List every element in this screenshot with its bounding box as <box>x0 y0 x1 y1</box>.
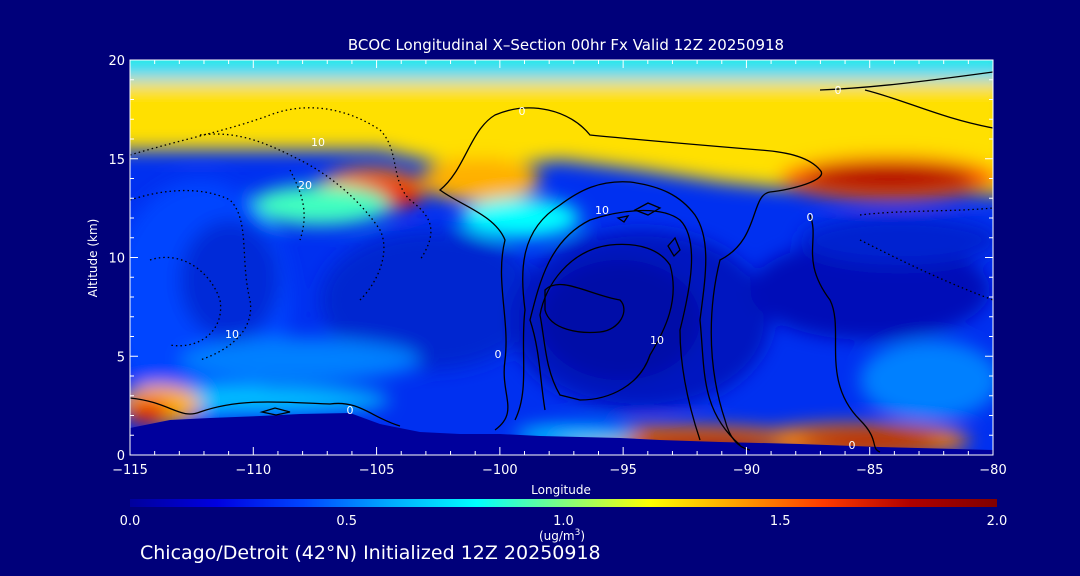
positive-contour <box>514 181 741 446</box>
colorbar: 0.0 0.5 1.0 1.5 2.0 (ug/m3) <box>120 499 1008 543</box>
colorbar-units-text: (ug/m <box>539 529 575 543</box>
colorbar-tick-label: 0.5 <box>336 514 357 529</box>
x-axis-ticks: −115 −110 −105 −100 −95 −90 −85 −80 <box>112 60 1007 478</box>
contour-label: 0 <box>849 439 856 452</box>
y-axis-ticks: 0 5 10 15 20 <box>108 54 993 464</box>
x-tick-label: −95 <box>609 463 636 478</box>
zero-contour <box>819 71 993 91</box>
concentration-blobs <box>130 60 993 455</box>
y-axis-label: Altitude (km) <box>86 219 100 298</box>
y-tick-label: 10 <box>108 252 125 267</box>
terrain-mask <box>130 413 993 455</box>
chart-title: BCOC Longitudinal X–Section 00hr Fx Vali… <box>348 36 784 54</box>
x-tick-label: −100 <box>482 463 518 478</box>
contour-label: 0 <box>807 211 814 224</box>
contour-label: 0 <box>519 105 526 118</box>
zero-contour <box>130 397 401 427</box>
colorbar-tick-label: 1.5 <box>770 514 791 529</box>
contour-label: 10 <box>595 204 609 217</box>
colorbar-tick-label: 2.0 <box>987 514 1008 529</box>
heatmap-field <box>130 60 993 455</box>
x-tick-label: −90 <box>733 463 760 478</box>
colorbar-units: (ug/m3) <box>539 528 585 543</box>
contour-label: 0 <box>495 348 502 361</box>
colorbar-tick-label: 1.0 <box>553 514 574 529</box>
zero-contour <box>438 107 823 451</box>
y-tick-label: 5 <box>117 350 125 365</box>
colorbar-units-close: ) <box>580 529 585 543</box>
contour-label: 0 <box>347 404 354 417</box>
x-tick-label: −115 <box>112 463 148 478</box>
positive-contour <box>529 209 701 441</box>
footer-caption: Chicago/Detroit (42°N) Initialized 12Z 2… <box>140 542 601 564</box>
positive-contour <box>667 236 681 258</box>
contour-lines <box>130 71 993 453</box>
colorbar-units-superscript: 3 <box>575 528 581 538</box>
zero-contour <box>864 89 993 129</box>
axes: −115 −110 −105 −100 −95 −90 −85 −80 0 5 10 15 20 Lo… <box>86 54 1007 497</box>
colorbar-bar <box>130 499 997 507</box>
contour-label: 0 <box>835 84 842 97</box>
colorbar-tick-label: 0.0 <box>120 514 141 529</box>
y-tick-label: 20 <box>108 54 125 69</box>
x-tick-label: −110 <box>235 463 271 478</box>
contour-label: 10 <box>650 334 664 347</box>
y-tick-label: 15 <box>108 153 125 168</box>
x-tick-label: −105 <box>359 463 395 478</box>
contour-labels: 0 10 20 0 10 0 0 10 0 10 0 <box>225 84 856 452</box>
positive-contour <box>539 243 674 401</box>
x-tick-label: −85 <box>856 463 883 478</box>
colorbar-ticks: 0.0 0.5 1.0 1.5 2.0 <box>120 514 1008 529</box>
y-tick-label: 0 <box>117 449 125 464</box>
positive-contour <box>259 407 291 416</box>
negative-contours <box>130 107 993 361</box>
positive-contour <box>544 283 625 334</box>
x-tick-label: −80 <box>979 463 1006 478</box>
x-axis-label: Longitude <box>531 483 591 497</box>
contour-label: 10 <box>225 328 239 341</box>
zero-contour <box>809 214 881 453</box>
contour-label: 20 <box>298 179 312 192</box>
positive-contour <box>633 202 662 216</box>
positive-contour <box>616 215 630 223</box>
contour-label: 10 <box>311 136 325 149</box>
